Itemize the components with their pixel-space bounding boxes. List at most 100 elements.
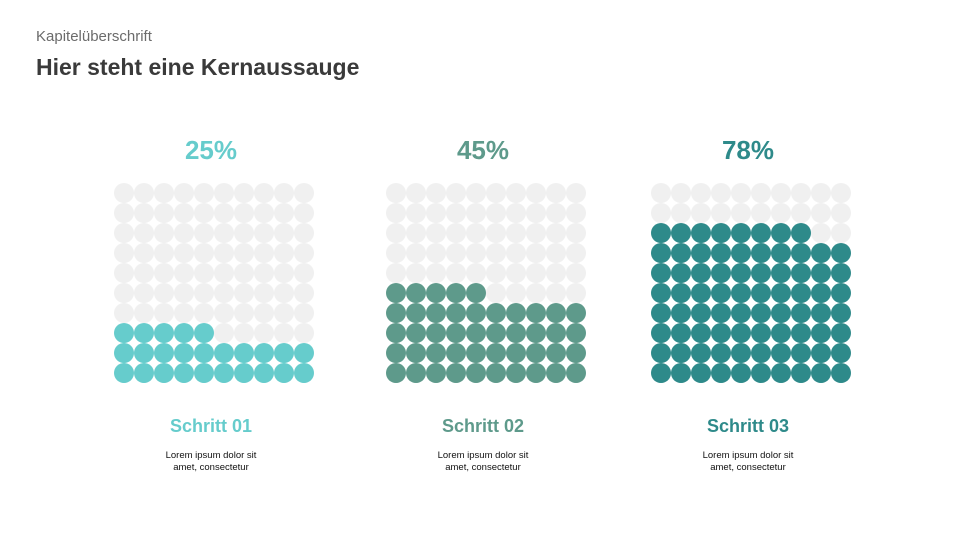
- waffle-dot-filled: [791, 223, 811, 243]
- waffle-dot-filled: [731, 223, 751, 243]
- waffle-dot-filled: [526, 323, 546, 343]
- waffle-dot-filled: [671, 363, 691, 383]
- waffle-dot-filled: [771, 243, 791, 263]
- waffle-dot-empty: [114, 283, 134, 303]
- waffle-dot-empty: [134, 183, 154, 203]
- waffle-dot-empty: [134, 203, 154, 223]
- waffle-dot-empty: [174, 243, 194, 263]
- percent-label: 78%: [721, 135, 775, 165]
- waffle-dot-empty: [234, 283, 254, 303]
- waffle-dot-empty: [274, 263, 294, 283]
- waffle-dot-filled: [751, 303, 771, 323]
- waffle-dot-filled: [446, 343, 466, 363]
- waffle-dot-filled: [406, 283, 426, 303]
- waffle-dot-filled: [566, 303, 586, 323]
- waffle-dot-empty: [731, 203, 751, 223]
- waffle-dot-empty: [174, 303, 194, 323]
- waffle-dot-empty: [426, 263, 446, 283]
- waffle-dot-empty: [486, 243, 506, 263]
- waffle-dot-filled: [711, 283, 731, 303]
- waffle-dot-filled: [651, 363, 671, 383]
- waffle-dot-filled: [771, 283, 791, 303]
- waffle-panel-2: 45% Schritt 02 Lorem ipsum dolor sit ame…: [373, 130, 593, 473]
- waffle-dot-filled: [671, 223, 691, 243]
- waffle-dot-empty: [234, 183, 254, 203]
- waffle-dot-empty: [274, 203, 294, 223]
- waffle-dot-filled: [406, 343, 426, 363]
- waffle-dot-empty: [274, 223, 294, 243]
- step-title: Schritt 02: [441, 416, 525, 436]
- waffle-dot-empty: [466, 203, 486, 223]
- waffle-dot-filled: [731, 323, 751, 343]
- waffle-dot-filled: [731, 243, 751, 263]
- waffle-dot-empty: [254, 263, 274, 283]
- waffle-dot-empty: [446, 183, 466, 203]
- waffle-dot-empty: [294, 263, 314, 283]
- waffle-dot-filled: [731, 343, 751, 363]
- waffle-dot-empty: [174, 263, 194, 283]
- waffle-dot-empty: [446, 243, 466, 263]
- waffle-dot-filled: [294, 363, 314, 383]
- waffle-dot-filled: [566, 363, 586, 383]
- waffle-dot-empty: [831, 223, 851, 243]
- waffle-dot-empty: [174, 203, 194, 223]
- waffle-dot-empty: [526, 283, 546, 303]
- waffle-dot-empty: [566, 223, 586, 243]
- waffle-dot-filled: [671, 243, 691, 263]
- waffle-dot-filled: [194, 363, 214, 383]
- waffle-dot-filled: [506, 303, 526, 323]
- step-title: Schritt 03: [706, 416, 790, 436]
- waffle-dot-empty: [406, 223, 426, 243]
- waffle-dot-empty: [506, 243, 526, 263]
- waffle-dot-filled: [566, 343, 586, 363]
- waffle-dot-empty: [234, 223, 254, 243]
- waffle-dot-empty: [274, 183, 294, 203]
- waffle-dot-empty: [526, 203, 546, 223]
- waffle-dot-empty: [214, 283, 234, 303]
- waffle-dot-filled: [486, 303, 506, 323]
- waffle-dot-empty: [114, 263, 134, 283]
- waffle-dot-empty: [274, 283, 294, 303]
- waffle-dot-empty: [486, 183, 506, 203]
- waffle-dot-filled: [711, 263, 731, 283]
- waffle-dot-empty: [254, 243, 274, 263]
- waffle-dot-empty: [831, 203, 851, 223]
- waffle-dot-empty: [294, 323, 314, 343]
- waffle-dot-empty: [174, 183, 194, 203]
- waffle-dot-filled: [711, 243, 731, 263]
- waffle-svg: [386, 183, 586, 383]
- waffle-dot-empty: [406, 183, 426, 203]
- waffle-dot-empty: [751, 203, 771, 223]
- waffle-dot-empty: [651, 203, 671, 223]
- percent-label: 45%: [456, 135, 510, 165]
- waffle-dot-empty: [566, 243, 586, 263]
- waffle-dot-filled: [791, 243, 811, 263]
- waffle-dot-empty: [254, 223, 274, 243]
- waffle-dot-filled: [711, 363, 731, 383]
- waffle-dot-empty: [546, 203, 566, 223]
- waffle-dot-filled: [771, 303, 791, 323]
- waffle-dot-empty: [254, 183, 274, 203]
- waffle-dot-empty: [711, 183, 731, 203]
- waffle-dot-empty: [294, 223, 314, 243]
- waffle-dot-filled: [771, 363, 791, 383]
- waffle-dot-empty: [406, 243, 426, 263]
- waffle-dot-filled: [154, 343, 174, 363]
- waffle-dot-filled: [546, 303, 566, 323]
- waffle-grid: [386, 183, 586, 383]
- waffle-dot-empty: [811, 223, 831, 243]
- waffle-dot-empty: [731, 183, 751, 203]
- waffle-dot-filled: [406, 363, 426, 383]
- waffle-dot-empty: [406, 263, 426, 283]
- waffle-dot-empty: [114, 203, 134, 223]
- waffle-dot-filled: [446, 303, 466, 323]
- waffle-dot-filled: [811, 303, 831, 323]
- chapter-heading: Kapitelüberschrift: [36, 28, 152, 45]
- waffle-dot-empty: [214, 303, 234, 323]
- waffle-dot-empty: [651, 183, 671, 203]
- waffle-dot-filled: [651, 323, 671, 343]
- waffle-dot-filled: [671, 323, 691, 343]
- percent-label: 25%: [184, 135, 238, 165]
- waffle-dot-empty: [506, 223, 526, 243]
- waffle-dot-filled: [134, 343, 154, 363]
